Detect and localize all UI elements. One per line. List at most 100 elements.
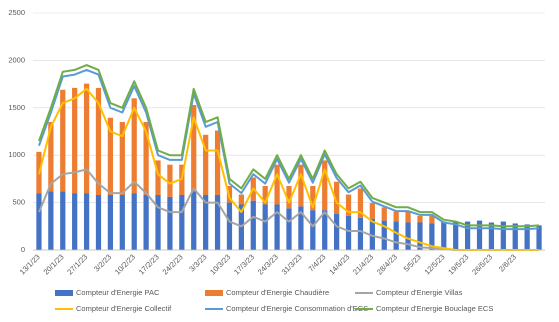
legend-label: Compteur d'Energie Chaudière [226, 288, 329, 297]
line [38, 68, 540, 231]
x-tick-label: 24/2/23 [161, 252, 185, 276]
bar [203, 195, 209, 250]
x-tick-label: 24/3/23 [256, 252, 280, 276]
bar [214, 195, 221, 250]
bar [107, 117, 114, 196]
y-tick-label: 0 [21, 245, 25, 254]
bar [381, 207, 387, 221]
x-tick-label: 14/4/23 [327, 252, 351, 276]
legend-label: Compteur d'Energie Collectif [76, 304, 172, 313]
y-tick-label: 2000 [8, 55, 25, 64]
bar [298, 206, 304, 250]
bar [453, 221, 459, 250]
legend-label: Compteur d'Energie PAC [76, 288, 160, 297]
x-tick-label: 10/2/23 [113, 252, 137, 276]
bar [83, 193, 90, 250]
bar [60, 89, 66, 192]
bar [238, 194, 244, 205]
bar [381, 220, 387, 250]
bar [334, 181, 340, 214]
bar [119, 195, 125, 250]
y-tick-label: 2500 [8, 8, 25, 17]
legend-label: Compteur d'Energie Bouclage ECS [376, 304, 493, 313]
bar [95, 195, 102, 250]
bar [107, 195, 114, 250]
x-tick-label: 17/3/23 [232, 252, 256, 276]
x-tick-label: 21/4/23 [351, 252, 375, 276]
x-tick-label: 17/2/23 [137, 252, 161, 276]
bar [357, 217, 364, 250]
legend-label: Compteur d'Energie Villas [376, 288, 463, 297]
bar [179, 195, 185, 250]
bar [262, 186, 268, 205]
bar [429, 223, 435, 250]
bar [345, 215, 352, 250]
bar [417, 215, 423, 223]
x-tick-label: 5/5/23 [402, 252, 423, 273]
bar [393, 221, 399, 250]
bar [393, 211, 399, 222]
legend-marker [205, 290, 223, 296]
bar [369, 218, 375, 250]
bar [357, 188, 364, 218]
bar [441, 221, 447, 250]
bar [131, 193, 137, 250]
bar [310, 186, 316, 211]
bar [429, 215, 435, 224]
bar [417, 222, 423, 250]
bar [95, 87, 102, 196]
bar [191, 104, 197, 192]
bar [322, 160, 328, 211]
bar [322, 210, 328, 250]
bar [405, 211, 411, 223]
bar [214, 130, 221, 196]
bar [274, 164, 280, 205]
bar [262, 204, 268, 250]
bar [369, 203, 375, 219]
bar [48, 122, 54, 192]
bar [250, 200, 256, 250]
bar [60, 191, 66, 250]
bar [72, 87, 78, 194]
bar [36, 193, 42, 250]
bar [334, 213, 340, 250]
bar [83, 83, 90, 194]
bar [191, 191, 197, 250]
y-tick-label: 500 [12, 198, 25, 207]
bar [155, 160, 161, 196]
x-tick-label: 31/3/23 [280, 252, 304, 276]
x-tick-label: 12/5/23 [423, 252, 447, 276]
y-tick-label: 1500 [8, 103, 25, 112]
bar [536, 225, 542, 250]
x-tick-label: 13/1/23 [18, 252, 42, 276]
bar [167, 164, 173, 197]
bar [143, 122, 149, 196]
bar [48, 191, 54, 250]
bar [167, 196, 173, 250]
bar [310, 210, 316, 250]
bar [500, 221, 506, 250]
bar [203, 134, 209, 196]
line [38, 64, 540, 228]
bar [298, 164, 304, 207]
bar [464, 221, 471, 250]
x-tick-label: 3/3/23 [187, 252, 208, 273]
bar [72, 193, 78, 250]
x-tick-label: 26/5/23 [470, 252, 494, 276]
legend-marker [55, 290, 73, 296]
bar [488, 222, 495, 250]
bar [143, 195, 149, 250]
bar [512, 223, 518, 250]
x-tick-label: 28/4/23 [375, 252, 399, 276]
bar [286, 208, 292, 250]
bar [274, 204, 280, 250]
bar [131, 98, 137, 194]
x-tick-label: 7/4/23 [306, 252, 327, 273]
bar [226, 202, 233, 250]
y-tick-label: 1000 [8, 150, 25, 159]
bar [286, 186, 292, 209]
x-tick-label: 19/5/23 [446, 252, 470, 276]
bar [476, 220, 483, 250]
x-tick-label: 2/6/23 [497, 252, 518, 273]
